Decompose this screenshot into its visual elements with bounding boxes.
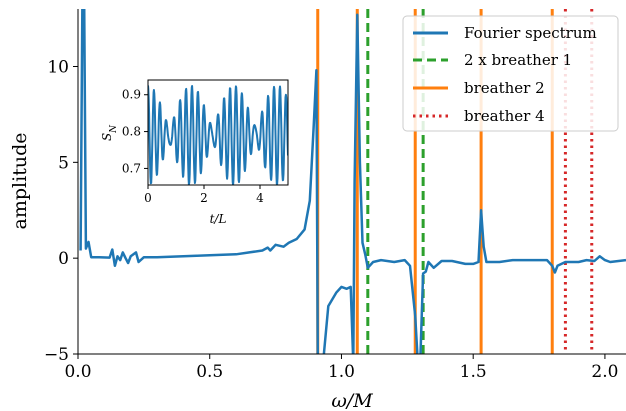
y-tick-label: 10 — [47, 58, 69, 78]
y-ticks: −5 0 5 10 — [44, 58, 78, 365]
x-tick-label: 0.0 — [64, 362, 91, 382]
inset-x-tick-label: 2 — [200, 191, 208, 205]
inset-x-axis-label: t/L — [210, 212, 227, 226]
inset-frame — [147, 79, 289, 186]
x-tick-label: 1.5 — [460, 362, 487, 382]
x-axis-label: ω/M — [331, 390, 373, 411]
legend-label-breather2: breather 2 — [464, 79, 545, 97]
y-tick-label: 5 — [58, 153, 69, 173]
inset-y-ticks: 0.7 0.8 0.9 — [122, 88, 148, 175]
inset-x-tick-label: 4 — [256, 191, 264, 205]
legend-label-breather1: 2 x breather 1 — [464, 51, 572, 69]
x-ticks: 0.0 0.5 1.0 1.5 2.0 — [64, 354, 618, 382]
inset-signal-line — [148, 85, 288, 185]
inset-y-tick-label: 0.7 — [122, 161, 141, 175]
inset-y-tick-label: 0.9 — [122, 88, 141, 102]
y-tick-label: −5 — [44, 345, 69, 365]
inset-plot: 0 2 4 0.7 0.8 0.9 t/L SN — [100, 79, 289, 226]
legend-label-fourier: Fourier spectrum — [464, 24, 597, 42]
x-tick-label: 1.0 — [328, 362, 355, 382]
inset-x-tick-label: 0 — [144, 191, 152, 205]
fourier-spectrum-line — [79, 9, 626, 354]
legend-box — [402, 15, 619, 132]
inset-y-axis-label: SN — [100, 124, 119, 141]
y-axis-label: amplitude — [9, 133, 31, 230]
inset-x-ticks: 0 2 4 — [144, 185, 264, 205]
x-tick-label: 2.0 — [591, 362, 618, 382]
legend-label-breather4: breather 4 — [464, 107, 545, 125]
x-tick-label: 0.5 — [196, 362, 223, 382]
legend: Fourier spectrum 2 x breather 1 breather… — [402, 15, 619, 132]
y-tick-label: 0 — [58, 249, 69, 269]
inset-y-tick-label: 0.8 — [122, 125, 141, 139]
